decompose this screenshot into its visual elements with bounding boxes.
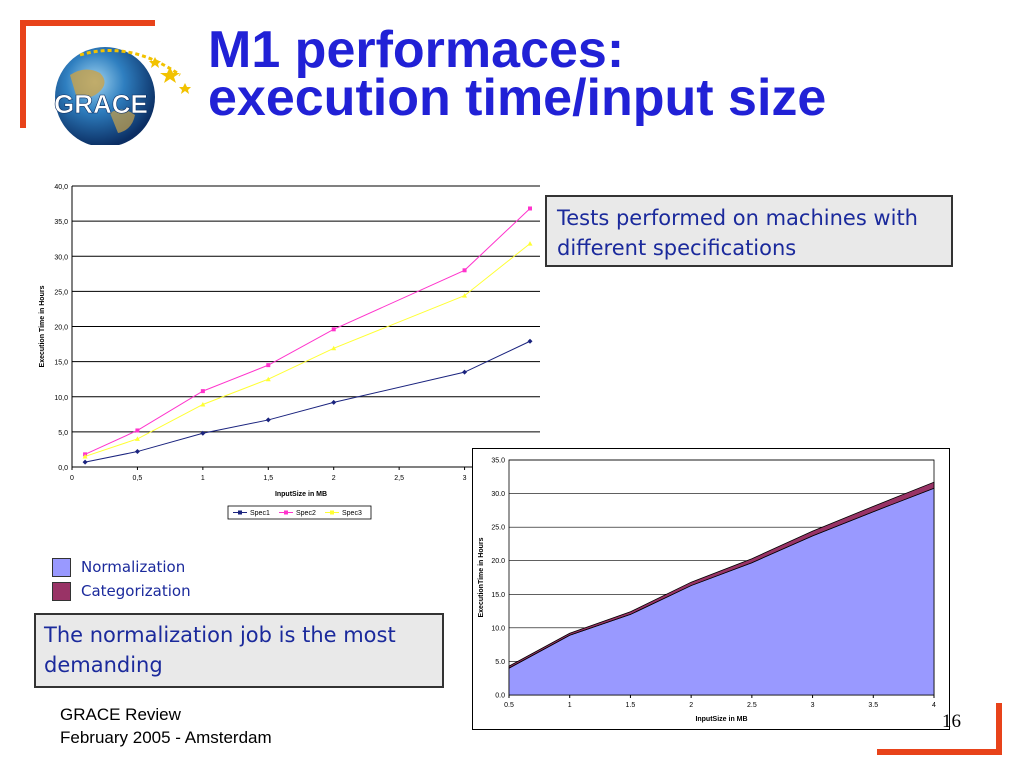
x-tick-label: 1.5 (626, 702, 636, 709)
legend-label-spec1: Spec1 (250, 510, 270, 517)
legend-label-normalization: Normalization (81, 558, 186, 576)
area-categorization (508, 481, 935, 669)
legend-marker-spec1 (238, 510, 242, 515)
x-tick-label: 3 (811, 702, 815, 709)
page-number: 16 (942, 711, 961, 732)
logo-text: GRACE (54, 89, 148, 119)
page-title: M1 performaces: execution time/input siz… (208, 21, 1008, 127)
data-point-spec1 (527, 338, 533, 344)
data-point-spec1 (265, 417, 271, 423)
legend-label-spec3: Spec3 (342, 510, 362, 517)
top-left-bracket (20, 20, 26, 128)
legend-swatch-categorization (52, 581, 71, 601)
x-tick-label: 2 (689, 702, 693, 709)
data-point-spec2 (266, 363, 271, 368)
y-tick-label: 25,0 (54, 289, 68, 296)
title-line-2: execution time/input size (208, 69, 827, 127)
x-tick-label: 1 (201, 475, 205, 482)
x-axis-title: InputSize in MB (695, 716, 747, 723)
note-specs: Tests performed on machines with differe… (545, 195, 953, 267)
legend-label-categorization: Categorization (81, 582, 191, 600)
area-chart: 0.0 5.0 10.0 15.0 20.0 25.0 30.0 35.0 0.5 1 1.5 2 2.… (472, 448, 950, 730)
footer: GRACE Review February 2005 - Amsterdam (60, 703, 272, 749)
y-tick-label: 0,0 (58, 465, 68, 472)
legend-marker-spec2 (284, 510, 288, 515)
y-tick-label: 5.0 (495, 659, 505, 666)
y-tick-label: 30,0 (54, 254, 68, 261)
note-specs-text: Tests performed on machines with differe… (557, 206, 918, 260)
x-tick-label: 0,5 (133, 475, 143, 482)
note-normalization-text: The normalization job is the most demand… (44, 623, 396, 677)
x-tick-label: 2.5 (747, 702, 757, 709)
series-line-spec3 (84, 243, 531, 457)
x-tick-label: 2,5 (394, 475, 404, 482)
x-tick-label: 0 (70, 475, 74, 482)
footer-line-2: February 2005 - Amsterdam (60, 728, 272, 747)
data-point-spec2 (331, 327, 336, 332)
area-legend: Normalization Categorization (52, 555, 191, 603)
y-tick-label: 35,0 (54, 219, 68, 226)
bottom-right-bracket-bar (877, 749, 1002, 755)
data-point-spec2 (528, 206, 532, 211)
grace-logo: GRACE (40, 35, 200, 147)
legend-box (227, 505, 372, 520)
data-point-spec1 (82, 459, 88, 465)
y-axis-title: Execution Time in Hours (39, 285, 46, 367)
x-tick-label: 4 (932, 702, 936, 709)
data-point-spec2 (462, 268, 467, 273)
bottom-right-bracket (996, 703, 1002, 755)
series-line-spec2 (84, 208, 531, 455)
y-tick-label: 5,0 (58, 430, 68, 437)
footer-line-1: GRACE Review (60, 705, 181, 724)
y-tick-label: 20,0 (54, 325, 68, 332)
y-axis-title: ExecutionTime in Hours (478, 537, 485, 617)
data-point-spec3 (200, 401, 206, 407)
data-point-spec1 (331, 399, 337, 405)
y-tick-label: 0.0 (495, 693, 505, 700)
y-tick-label: 35.0 (491, 458, 505, 465)
y-tick-label: 15,0 (54, 360, 68, 367)
line-chart: 0,0 5,0 10,0 15,0 20,0 25,0 30,0 35,0 40,0 0 0,5 1 1… (39, 184, 540, 520)
data-point-spec3 (265, 376, 271, 382)
x-tick-label: 3.5 (868, 702, 878, 709)
y-tick-label: 25.0 (491, 525, 505, 532)
x-tick-label: 1,5 (263, 475, 273, 482)
title-line-1: M1 performaces: (208, 21, 625, 79)
x-tick-label: 1 (568, 702, 572, 709)
y-tick-label: 20.0 (491, 558, 505, 565)
top-left-bracket-bar (20, 20, 155, 26)
data-point-spec3 (82, 453, 88, 459)
x-tick-label: 3 (463, 475, 467, 482)
data-point-spec3 (134, 436, 140, 441)
data-point-spec2 (135, 428, 140, 433)
legend-item-normalization: Normalization (52, 555, 191, 579)
y-tick-label: 10,0 (54, 395, 68, 402)
y-tick-label: 40,0 (54, 184, 68, 191)
data-point-spec3 (331, 345, 337, 351)
data-point-spec1 (462, 369, 468, 375)
y-tick-label: 30.0 (491, 491, 505, 498)
x-tick-label: 2 (332, 475, 336, 482)
series-line-spec1 (84, 340, 531, 463)
legend-swatch-normalization (52, 557, 71, 577)
data-point-spec1 (134, 449, 140, 455)
x-axis-title: InputSize in MB (275, 491, 327, 498)
data-point-spec1 (200, 430, 206, 436)
y-tick-label: 15.0 (491, 592, 505, 599)
note-normalization: The normalization job is the most demand… (34, 613, 444, 688)
data-point-spec2 (200, 389, 205, 394)
legend-item-categorization: Categorization (52, 579, 191, 603)
data-point-spec3 (462, 293, 468, 298)
legend-marker-spec3 (330, 510, 334, 515)
x-tick-label: 0.5 (504, 702, 514, 709)
y-tick-label: 10.0 (491, 625, 505, 632)
data-point-spec3 (527, 241, 533, 246)
legend-label-spec2: Spec2 (296, 510, 316, 517)
